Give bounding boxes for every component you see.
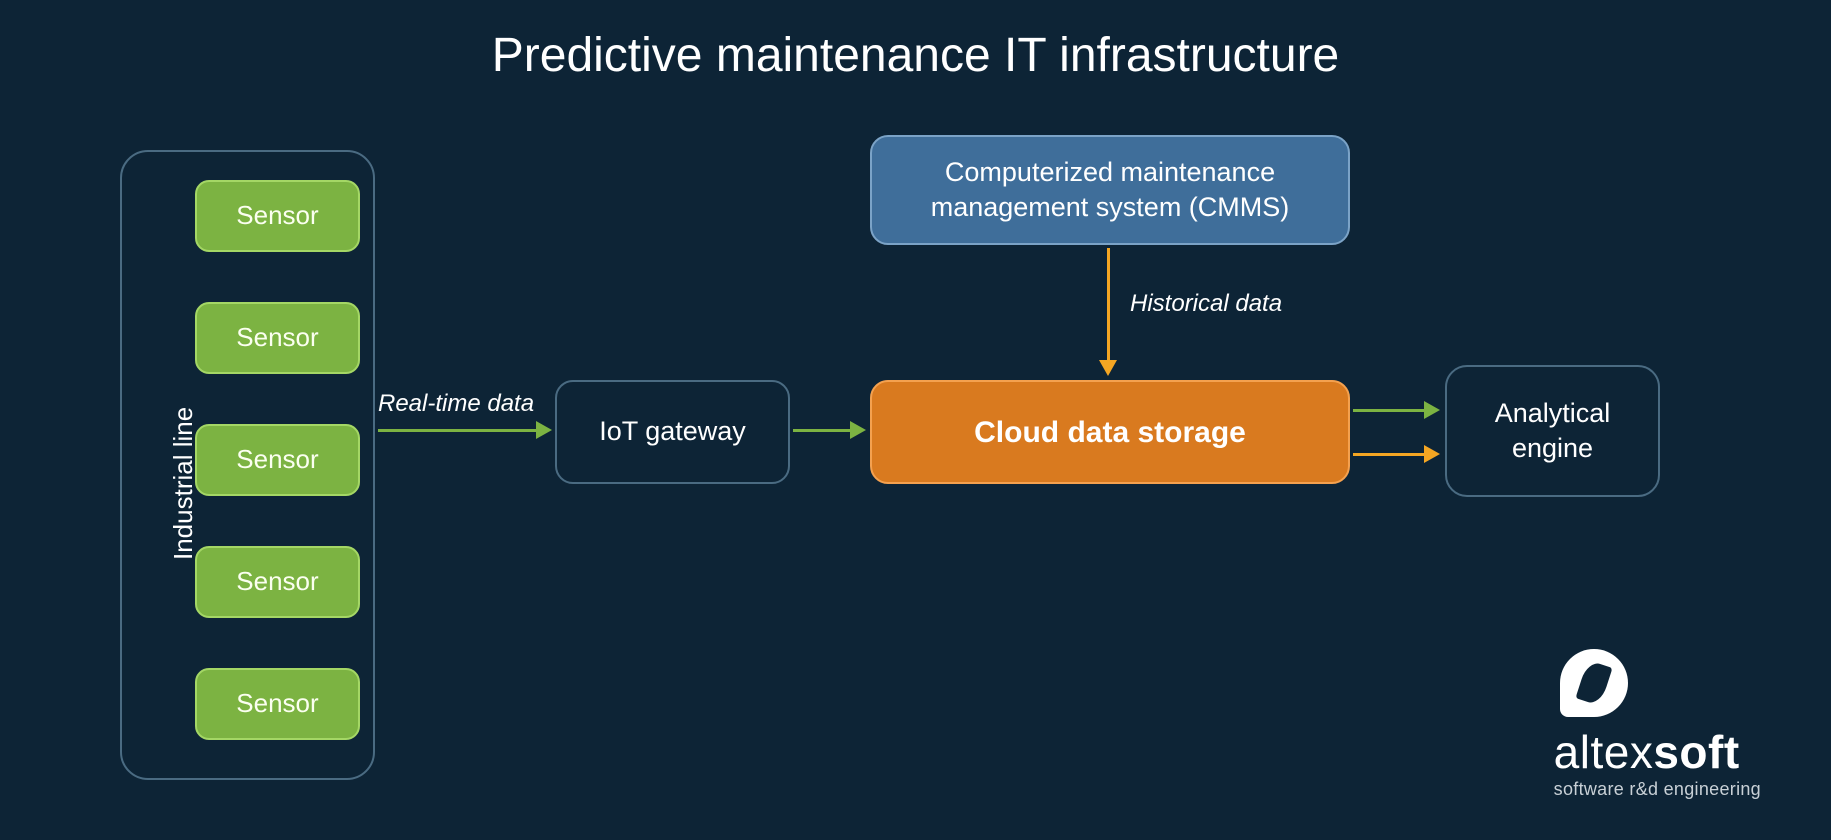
sensor-node: Sensor: [195, 424, 360, 496]
sensor-node: Sensor: [195, 546, 360, 618]
real-time-data-label: Real-time data: [378, 390, 534, 418]
logo-tagline: software r&d engineering: [1554, 779, 1761, 800]
historical-arrowhead-icon: [1099, 360, 1117, 376]
analytical-engine-label: Analytical engine: [1465, 396, 1640, 466]
cloud-an-top-arrowhead-icon: [1424, 401, 1440, 419]
cloud-an-top-arrow: [1353, 409, 1426, 412]
altexsoft-logo: altexsoft software r&d engineering: [1554, 649, 1761, 800]
historical-arrow: [1107, 248, 1110, 362]
cloud-an-bot-arrow: [1353, 453, 1426, 456]
historical-data-label: Historical data: [1130, 290, 1282, 318]
sensor-node: Sensor: [195, 668, 360, 740]
iot-gateway-label: IoT gateway: [599, 414, 746, 449]
iot-gateway-node: IoT gateway: [555, 380, 790, 484]
logo-word-a: altex: [1554, 726, 1654, 778]
analytical-engine-node: Analytical engine: [1445, 365, 1660, 497]
cloud-an-bot-arrowhead-icon: [1424, 445, 1440, 463]
sensor-node: Sensor: [195, 180, 360, 252]
cloud-storage-label: Cloud data storage: [974, 413, 1246, 452]
iot-cloud-arrowhead-icon: [850, 421, 866, 439]
cmms-node: Computerized maintenance management syst…: [870, 135, 1350, 245]
realtime-arrow: [378, 429, 538, 432]
realtime-arrowhead-icon: [536, 421, 552, 439]
logo-wordmark: altexsoft: [1554, 725, 1761, 779]
cmms-label: Computerized maintenance management syst…: [890, 155, 1330, 225]
sensor-node: Sensor: [195, 302, 360, 374]
page-title: Predictive maintenance IT infrastructure: [0, 28, 1831, 83]
logo-mark-icon: [1560, 649, 1628, 717]
iot-cloud-arrow: [793, 429, 852, 432]
logo-word-b: soft: [1653, 726, 1739, 778]
cloud-storage-node: Cloud data storage: [870, 380, 1350, 484]
